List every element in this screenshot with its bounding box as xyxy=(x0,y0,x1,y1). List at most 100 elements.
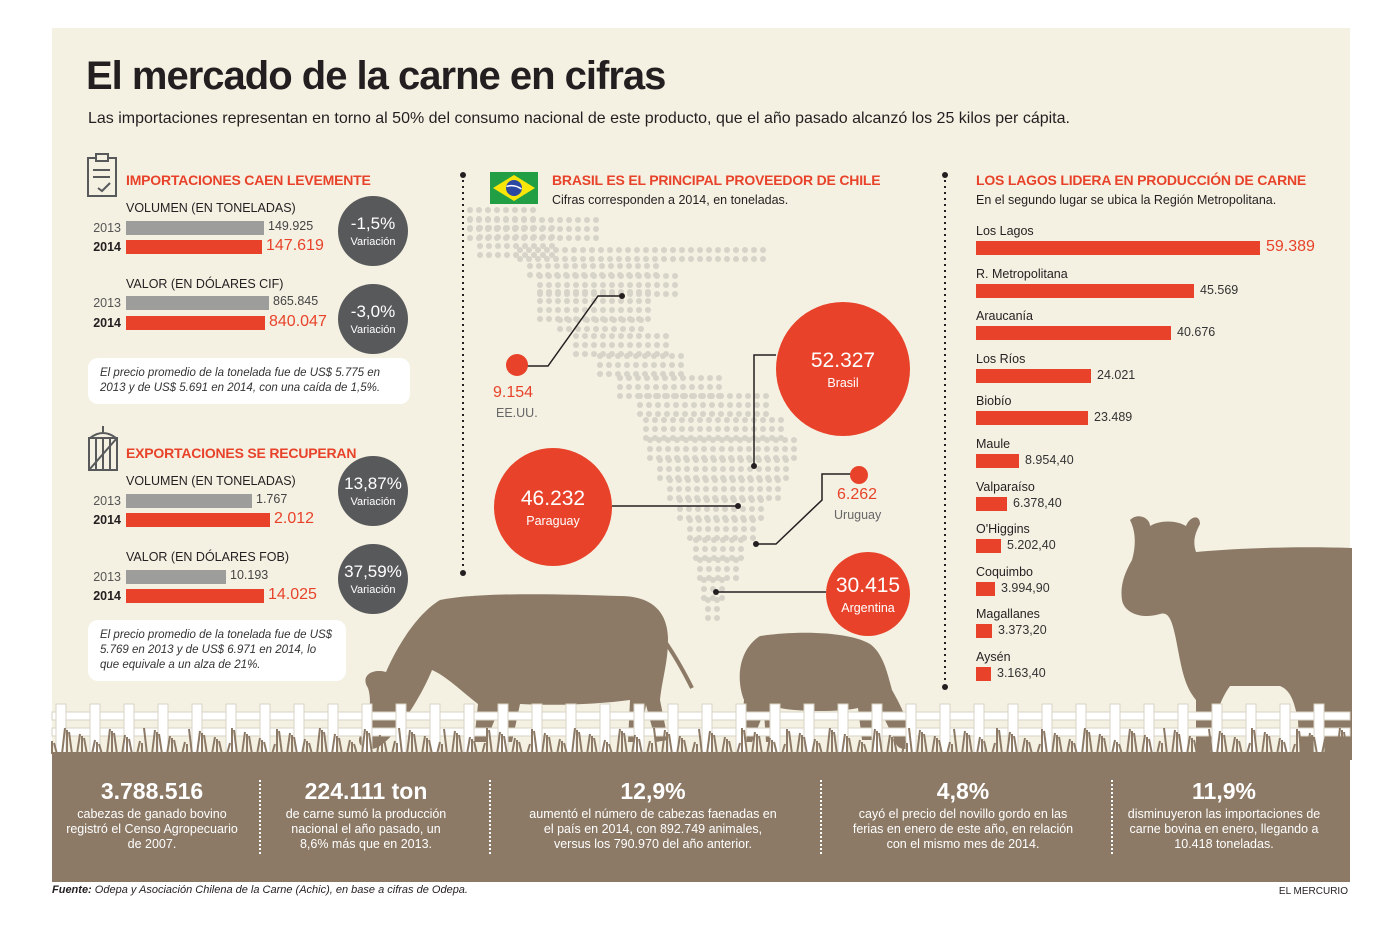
stat-separator xyxy=(489,780,491,854)
map-dot xyxy=(644,384,650,390)
bar-imports-volume-2014 xyxy=(126,240,262,254)
grass-blade xyxy=(1058,736,1063,755)
grass-blade xyxy=(976,736,981,755)
map-dot xyxy=(477,234,483,240)
map-dot xyxy=(687,526,693,532)
map-dot xyxy=(495,243,501,249)
map-dot xyxy=(647,446,653,452)
map-dot xyxy=(598,247,604,253)
map-dot xyxy=(672,291,678,297)
map-dot xyxy=(737,437,743,443)
map-dot xyxy=(678,353,684,359)
imports-heading: IMPORTACIONES CAEN LEVEMENTE xyxy=(126,172,371,188)
map-dot xyxy=(738,546,744,552)
map-dot xyxy=(723,517,729,523)
map-dot xyxy=(540,243,546,249)
grass-blade xyxy=(1081,727,1086,755)
map-dot xyxy=(783,475,789,481)
grass-blade xyxy=(503,735,508,755)
grass-blade xyxy=(1306,732,1311,755)
fence-posts xyxy=(55,703,1325,755)
map-dot xyxy=(486,252,492,258)
map-dot xyxy=(748,486,754,492)
map-dot xyxy=(782,437,788,443)
map-dot xyxy=(575,226,581,232)
map-dot xyxy=(700,411,706,417)
map-dot xyxy=(531,252,537,258)
map-dot xyxy=(712,477,718,483)
suppliers-heading: BRASIL ES EL PRINCIPAL PROVEEDOR DE CHIL… xyxy=(552,172,881,188)
map-dot xyxy=(486,243,492,249)
map-dot xyxy=(571,256,577,262)
map-dot xyxy=(645,282,651,288)
map-dot xyxy=(522,234,528,240)
map-dot xyxy=(643,426,649,432)
grass-blade xyxy=(676,735,681,755)
grass-blade xyxy=(128,738,133,755)
grass-blade xyxy=(293,736,298,755)
map-dot xyxy=(683,446,689,452)
grass-blade xyxy=(1231,736,1236,755)
map-dot xyxy=(754,393,760,399)
map-dot xyxy=(517,256,523,262)
grass-blade xyxy=(1043,730,1048,755)
map-dot xyxy=(597,362,603,368)
map-dot xyxy=(555,289,561,295)
region-bar xyxy=(976,624,992,639)
grass-blade xyxy=(616,728,621,755)
grass-blade xyxy=(473,740,478,755)
map-dot xyxy=(562,247,568,253)
grass-blade xyxy=(451,730,456,755)
map-dot xyxy=(715,247,721,253)
map-dot xyxy=(758,497,764,503)
map-dot xyxy=(714,517,720,523)
map-dot xyxy=(609,282,615,288)
grass-blade xyxy=(841,733,846,755)
variation-badge: -1,5% Variación xyxy=(338,196,408,266)
map-dot xyxy=(660,362,666,368)
map-dot xyxy=(686,506,692,512)
map-dot xyxy=(667,486,673,492)
grass-blade xyxy=(406,729,411,755)
map-dot xyxy=(728,446,734,452)
map-dot xyxy=(467,207,473,213)
map-dot xyxy=(633,353,639,359)
map-dot xyxy=(764,437,770,443)
map-dot xyxy=(634,256,640,262)
grass-blade xyxy=(331,733,336,755)
map-dot xyxy=(638,326,644,332)
map-dot xyxy=(693,466,699,472)
grass-blade xyxy=(556,738,561,755)
grass-blade xyxy=(1096,733,1101,755)
map-dot xyxy=(657,457,663,463)
map-dot xyxy=(722,497,728,503)
grass-blade xyxy=(1156,740,1161,755)
map-dot xyxy=(548,217,554,223)
map-dot xyxy=(706,417,712,423)
map-dot xyxy=(598,256,604,262)
map-dot xyxy=(750,535,756,541)
map-dot xyxy=(711,466,717,472)
map-dot xyxy=(620,326,626,332)
grass-blade xyxy=(496,731,501,755)
map-dot xyxy=(737,446,743,452)
map-dot xyxy=(531,234,537,240)
map-dot xyxy=(584,326,590,332)
map-dot xyxy=(670,247,676,253)
map-dot xyxy=(652,256,658,262)
supplier-value-uruguay: 6.262 xyxy=(837,486,878,503)
bar-exports-volume-2014 xyxy=(126,513,270,527)
map-dot xyxy=(686,497,692,503)
map-dot xyxy=(608,263,614,269)
map-dot xyxy=(724,575,730,581)
map-dot xyxy=(584,317,590,323)
map-dot xyxy=(531,243,537,249)
map-dot xyxy=(714,606,720,612)
map-dot xyxy=(684,457,690,463)
map-dot xyxy=(573,289,579,295)
map-dot xyxy=(626,393,632,399)
map-dot xyxy=(728,437,734,443)
grass-blade xyxy=(323,731,328,755)
map-dot xyxy=(700,393,706,399)
map-dot xyxy=(689,375,695,381)
